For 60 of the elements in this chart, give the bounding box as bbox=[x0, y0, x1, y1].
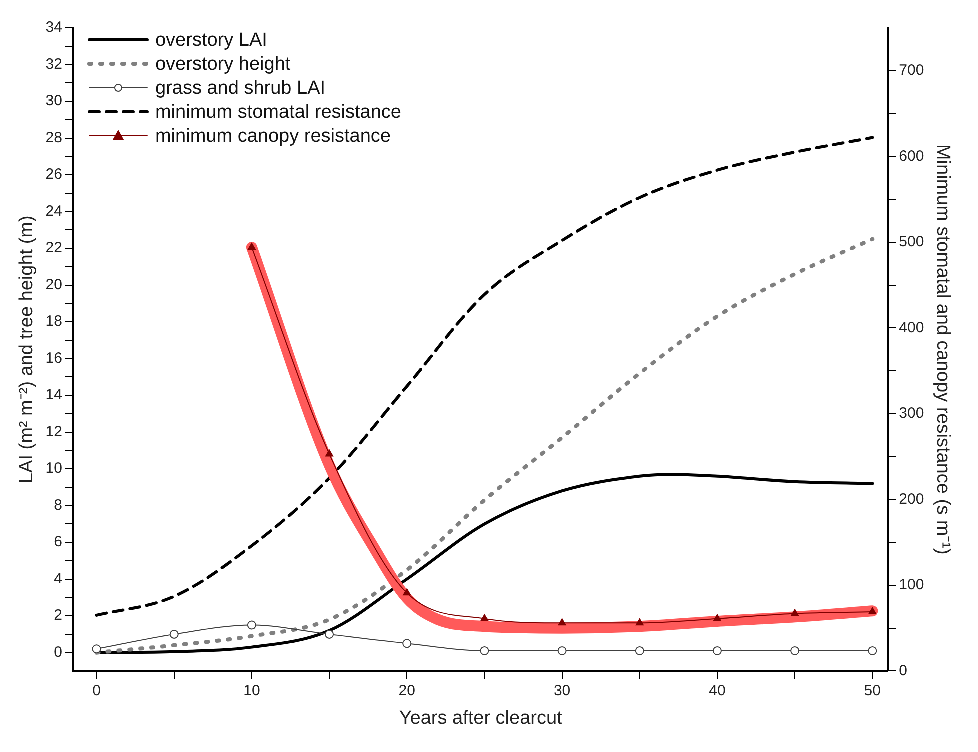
y-tick-label: 24 bbox=[46, 202, 62, 220]
y-tick-label: 2 bbox=[54, 607, 62, 624]
x-tick-label: 20 bbox=[398, 682, 416, 700]
point bbox=[248, 243, 256, 250]
y2-tick-label: 700 bbox=[899, 62, 924, 80]
y-tick-label: 4 bbox=[54, 570, 62, 588]
legend-label: minimum canopy resistance bbox=[155, 126, 391, 148]
point bbox=[636, 618, 644, 626]
point bbox=[712, 646, 722, 656]
y-tick-label: 6 bbox=[54, 534, 62, 551]
point bbox=[480, 614, 489, 622]
y-tick-label: 32 bbox=[46, 56, 62, 73]
point bbox=[558, 618, 566, 626]
legend-label: grass and shrub LAI bbox=[155, 78, 326, 100]
point bbox=[92, 644, 102, 654]
point bbox=[326, 450, 334, 457]
point bbox=[868, 608, 877, 615]
point bbox=[868, 646, 878, 656]
y2-tick-label: 300 bbox=[899, 405, 924, 422]
y-tick-label: 22 bbox=[46, 240, 62, 257]
y-tick-label: 10 bbox=[46, 460, 62, 478]
legend-label: minimum stomatal resistance bbox=[155, 102, 402, 124]
y-tick-label: 30 bbox=[46, 92, 62, 110]
point bbox=[714, 614, 722, 622]
point bbox=[403, 588, 412, 596]
y2-tick-label: 500 bbox=[899, 234, 924, 251]
point bbox=[791, 609, 800, 616]
legend-label: overstory LAI bbox=[155, 30, 268, 52]
y2-tick-label: 600 bbox=[899, 148, 924, 165]
x-tick-label: 50 bbox=[864, 682, 881, 700]
y-axis-title: LAI (m² m⁻²) and tree height (m) bbox=[16, 216, 38, 484]
x-tick-label: 10 bbox=[244, 682, 260, 700]
point bbox=[325, 630, 334, 639]
y2-tick-label: 100 bbox=[899, 576, 924, 594]
y-tick-label: 28 bbox=[46, 129, 62, 146]
point bbox=[558, 646, 567, 656]
x-tick-label: 30 bbox=[554, 682, 571, 700]
point bbox=[790, 646, 800, 656]
point bbox=[480, 646, 490, 656]
y-tick-label: 0 bbox=[54, 644, 62, 661]
y-tick-label: 20 bbox=[46, 276, 62, 294]
point bbox=[170, 630, 179, 639]
y-tick-label: 18 bbox=[46, 313, 62, 330]
point bbox=[402, 639, 412, 648]
y2-axis-title: Minimum stomatal and canopy resistance (s m⁻¹) bbox=[932, 144, 954, 555]
y2-tick-label: 200 bbox=[899, 490, 924, 508]
y-tick-label: 8 bbox=[54, 496, 62, 514]
y-tick-label: 12 bbox=[46, 423, 62, 440]
x-tick-label: 40 bbox=[709, 682, 726, 700]
x-tick-label: 0 bbox=[92, 682, 101, 700]
legend-label: overstory height bbox=[155, 54, 292, 76]
point bbox=[635, 646, 644, 656]
y-tick-label: 26 bbox=[46, 166, 62, 184]
point bbox=[247, 620, 256, 630]
y-tick-label: 14 bbox=[46, 386, 62, 404]
x-axis-title: Years after clearcut bbox=[399, 708, 564, 729]
y-tick-label: 16 bbox=[46, 350, 62, 367]
y2-tick-label: 400 bbox=[899, 319, 924, 336]
y2-tick-label: 0 bbox=[899, 662, 908, 680]
y-tick-label: 34 bbox=[46, 19, 62, 36]
